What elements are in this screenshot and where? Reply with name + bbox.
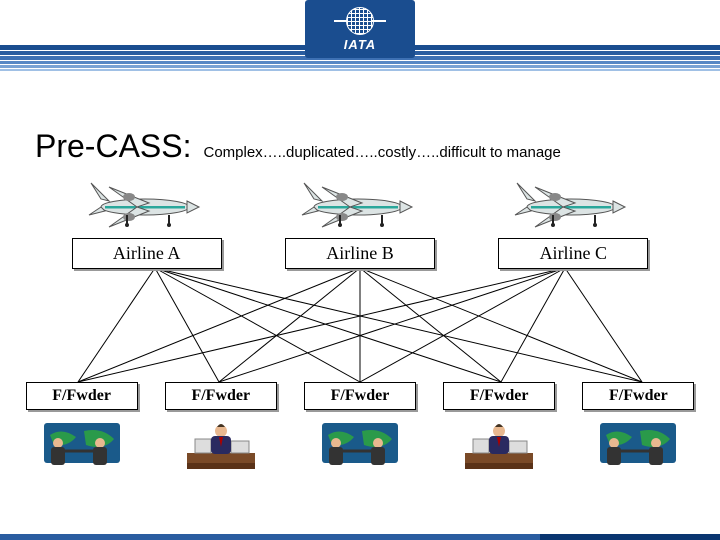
forwarder-box: F/Fwder [443, 382, 555, 410]
slide-subtitle: Complex…..duplicated…..costly…..difficul… [203, 144, 560, 161]
globe-people-icon [38, 417, 126, 480]
airline-box: Airline C [498, 238, 648, 269]
desk-person-icon [177, 417, 265, 480]
logo-text: IATA [344, 37, 376, 52]
airline-box: Airline A [72, 238, 222, 269]
iata-logo: IATA [305, 0, 415, 58]
forwarder-box: F/Fwder [26, 382, 138, 410]
footer-strip [0, 534, 720, 540]
forwarder-row: F/Fwder F/Fwder F/Fwder [0, 382, 720, 410]
airplane-icon [513, 177, 633, 234]
slide-title-row: Pre-CASS: Complex…..duplicated…..costly…… [35, 128, 695, 165]
globe-icon [346, 7, 374, 35]
airline-row: Airline A Airline B Airline C [0, 238, 720, 269]
header-banner: IATA [0, 0, 720, 78]
desk-person-icon [455, 417, 543, 480]
network-diagram: Airline A Airline B Airline C [0, 172, 720, 502]
airline-box: Airline B [285, 238, 435, 269]
globe-people-icon [316, 417, 404, 480]
forwarder-box: F/Fwder [582, 382, 694, 410]
airplane-icon [300, 177, 420, 234]
forwarder-box: F/Fwder [165, 382, 277, 410]
forwarder-box: F/Fwder [304, 382, 416, 410]
slide-title: Pre-CASS: [35, 128, 191, 165]
airplane-icon [87, 177, 207, 234]
globe-people-icon [594, 417, 682, 480]
